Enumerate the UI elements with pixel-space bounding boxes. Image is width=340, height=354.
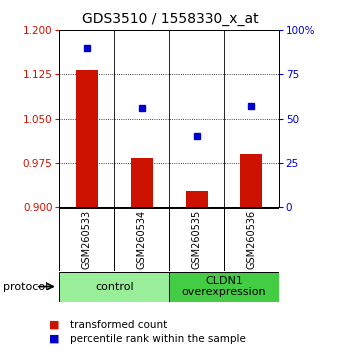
- Text: control: control: [95, 281, 134, 292]
- Text: GSM260535: GSM260535: [191, 210, 202, 269]
- Text: GDS3510 / 1558330_x_at: GDS3510 / 1558330_x_at: [82, 12, 258, 27]
- Bar: [240, 154, 262, 207]
- Bar: [76, 70, 98, 207]
- Text: GSM260533: GSM260533: [82, 210, 92, 269]
- Text: percentile rank within the sample: percentile rank within the sample: [70, 334, 245, 344]
- Text: ■: ■: [49, 320, 60, 330]
- Text: CLDN1
overexpression: CLDN1 overexpression: [182, 276, 266, 297]
- Text: protocol: protocol: [3, 281, 49, 292]
- Bar: [59, 272, 169, 302]
- Text: GSM260534: GSM260534: [137, 210, 147, 269]
- Text: transformed count: transformed count: [70, 320, 167, 330]
- Text: GSM260536: GSM260536: [246, 210, 256, 269]
- Bar: [186, 190, 207, 207]
- Bar: [169, 272, 279, 302]
- Bar: [131, 158, 153, 207]
- Text: ■: ■: [49, 334, 60, 344]
